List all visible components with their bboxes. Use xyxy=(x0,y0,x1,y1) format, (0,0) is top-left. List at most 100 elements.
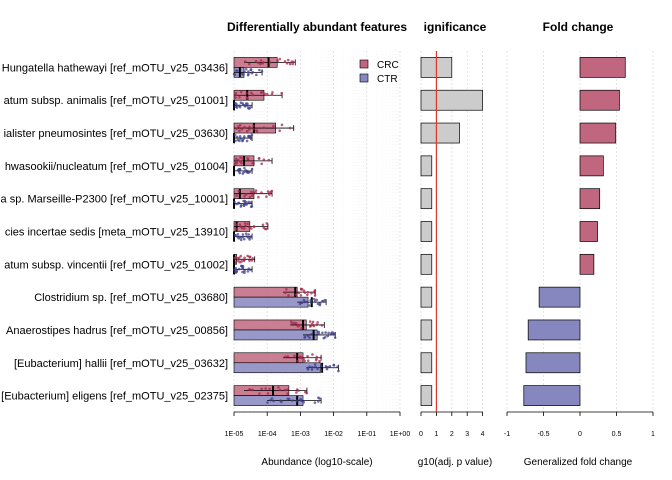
feature-label: cies incertae sedis [meta_mOTU_v25_13910… xyxy=(5,227,228,239)
sample-point-ctr xyxy=(244,67,248,71)
sample-point-ctr xyxy=(247,70,250,73)
legend-label-crc: CRC xyxy=(377,60,399,71)
sample-point-ctr xyxy=(250,133,254,137)
sample-point-crc xyxy=(242,259,246,263)
sample-point-crc xyxy=(254,189,258,192)
sample-point-crc xyxy=(234,91,238,95)
sample-point-crc xyxy=(248,259,251,262)
abundance-tick-label: 1E+00 xyxy=(390,431,411,438)
significance-tick-label: 4 xyxy=(481,431,485,438)
sample-point-crc xyxy=(285,61,289,65)
sample-point-ctr xyxy=(236,235,239,239)
sample-point-crc xyxy=(292,321,296,325)
sample-point-crc xyxy=(248,226,252,229)
sample-point-ctr xyxy=(322,336,326,340)
significance-tick-label: 1 xyxy=(434,431,438,438)
significance-bar xyxy=(420,221,433,242)
significance-bar xyxy=(420,253,433,275)
sample-point-crc xyxy=(262,158,266,162)
sample-point-crc xyxy=(318,359,321,363)
sample-point-crc xyxy=(263,92,266,96)
sample-point-ctr xyxy=(233,200,236,204)
sample-point-crc xyxy=(247,62,251,66)
sample-point-ctr xyxy=(237,202,240,205)
foldchange-bar-crc xyxy=(579,188,601,210)
sample-point-crc xyxy=(243,194,246,198)
sample-point-crc xyxy=(272,124,275,128)
sample-point-crc xyxy=(258,62,262,66)
sample-point-ctr xyxy=(248,106,252,109)
significance-bar xyxy=(420,188,433,210)
sample-point-crc xyxy=(254,59,258,63)
sample-point-crc xyxy=(246,254,249,258)
sample-point-ctr xyxy=(242,73,245,76)
sample-point-crc xyxy=(244,224,247,228)
sample-point-crc xyxy=(248,255,251,259)
sample-point-ctr xyxy=(304,300,308,304)
significance-bar xyxy=(420,319,433,341)
sample-point-ctr xyxy=(247,171,250,175)
sample-point-crc xyxy=(260,387,263,391)
sample-point-ctr xyxy=(234,234,237,237)
sample-point-ctr xyxy=(246,106,250,110)
feature-label: Anaerostipes hadrus [ref_mOTU_v25_00856] xyxy=(6,325,228,337)
sample-point-crc xyxy=(248,128,251,131)
sample-point-ctr xyxy=(243,269,246,273)
sample-point-crc xyxy=(234,96,237,99)
sample-point-crc xyxy=(234,157,238,161)
sample-point-ctr xyxy=(233,133,237,137)
sample-point-crc xyxy=(303,359,307,363)
significance-bar xyxy=(420,122,460,144)
sample-point-ctr xyxy=(244,102,248,105)
sample-point-ctr xyxy=(309,301,313,304)
sample-point-ctr xyxy=(248,236,252,239)
sample-point-crc xyxy=(319,356,323,359)
sample-point-crc xyxy=(299,293,303,297)
sample-point-ctr xyxy=(241,264,245,268)
sample-point-crc xyxy=(308,320,312,323)
sample-point-crc xyxy=(243,60,247,63)
sample-point-crc xyxy=(243,125,246,129)
sample-point-ctr xyxy=(239,238,243,242)
sample-point-crc xyxy=(240,161,243,165)
feature-label: [Eubacterium] hallii [ref_mOTU_v25_03632… xyxy=(14,358,228,370)
sample-point-ctr xyxy=(324,331,327,334)
sample-point-ctr xyxy=(246,104,249,108)
sample-point-ctr xyxy=(324,364,328,368)
sample-point-crc xyxy=(241,157,244,160)
sample-point-crc xyxy=(290,320,293,324)
sample-point-crc xyxy=(246,222,250,226)
feature-label: a sp. Marseille-P2300 [ref_mOTU_v25_1000… xyxy=(1,194,228,206)
sample-point-ctr xyxy=(332,332,335,335)
feature-labels: Hungatella hathewayi [ref_mOTU_v25_03436… xyxy=(1,62,228,402)
foldchange-bar-ctr xyxy=(527,319,581,341)
significance-bar xyxy=(420,89,483,111)
sample-point-crc xyxy=(266,392,270,395)
sample-point-crc xyxy=(313,294,317,297)
sample-point-crc xyxy=(265,195,268,199)
sample-point-crc xyxy=(240,127,244,131)
sample-point-ctr xyxy=(314,365,317,369)
sample-point-crc xyxy=(306,290,310,294)
feature-label: [Eubacterium] eligens [ref_mOTU_v25_0237… xyxy=(1,391,228,403)
sample-point-ctr xyxy=(310,368,314,371)
sample-point-ctr xyxy=(306,368,310,371)
sample-point-ctr xyxy=(242,170,246,174)
sample-point-ctr xyxy=(243,271,246,275)
sample-point-crc xyxy=(257,195,260,199)
sample-point-crc xyxy=(239,225,243,228)
sample-point-ctr xyxy=(298,302,302,306)
sample-point-ctr xyxy=(325,367,329,371)
sample-point-ctr xyxy=(302,400,305,404)
sample-point-crc xyxy=(286,355,290,358)
sample-point-crc xyxy=(313,289,317,292)
sample-point-ctr xyxy=(235,269,238,272)
sample-point-crc xyxy=(238,129,241,133)
sample-point-crc xyxy=(284,355,287,358)
sample-point-crc xyxy=(260,162,263,166)
abundance-tick-label: 1E-02 xyxy=(324,431,343,438)
sample-point-crc xyxy=(295,388,299,391)
sample-point-crc xyxy=(235,194,238,198)
sample-point-crc xyxy=(278,57,282,61)
sample-point-crc xyxy=(294,293,298,296)
